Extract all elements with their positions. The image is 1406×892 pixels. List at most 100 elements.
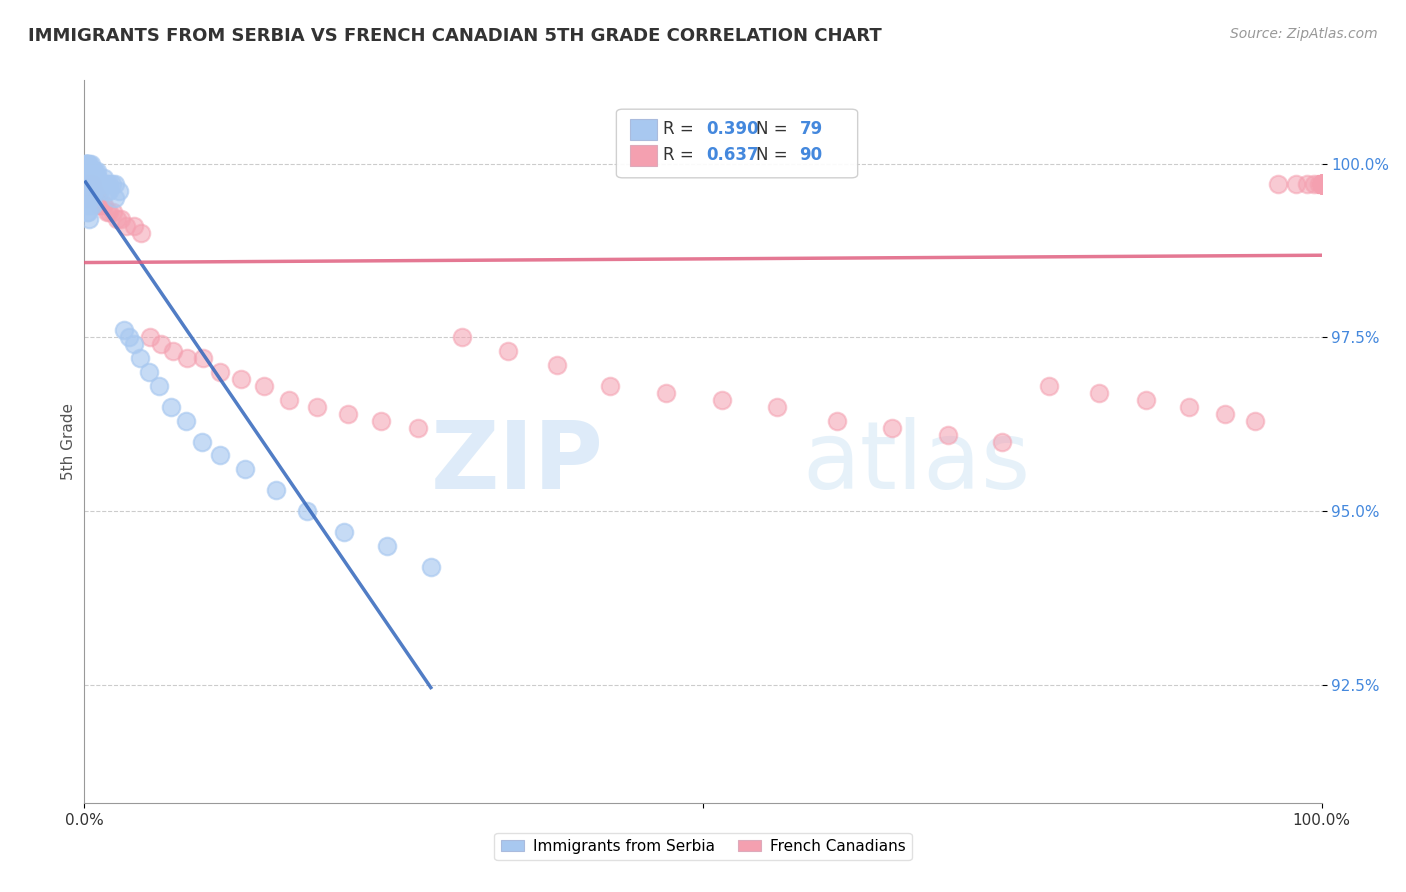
Point bbox=[233, 462, 256, 476]
Point bbox=[75, 185, 97, 199]
Point bbox=[1243, 414, 1265, 428]
Point bbox=[75, 170, 97, 185]
Point bbox=[82, 170, 104, 185]
Point bbox=[84, 163, 107, 178]
Point bbox=[1267, 178, 1289, 192]
Point bbox=[1308, 178, 1330, 192]
Point bbox=[76, 191, 98, 205]
Point bbox=[496, 344, 519, 359]
Text: R =: R = bbox=[664, 146, 699, 164]
Point bbox=[93, 170, 115, 185]
Point bbox=[1135, 392, 1157, 407]
Point bbox=[89, 198, 111, 212]
Point bbox=[129, 351, 152, 366]
Point bbox=[655, 385, 678, 400]
Point bbox=[77, 205, 100, 219]
Point bbox=[77, 163, 100, 178]
Text: atlas: atlas bbox=[801, 417, 1031, 509]
Point bbox=[79, 163, 101, 178]
Text: 0.637: 0.637 bbox=[707, 146, 759, 164]
Point bbox=[1310, 178, 1333, 192]
Point bbox=[77, 178, 100, 192]
Point bbox=[98, 205, 121, 219]
Point bbox=[90, 178, 112, 192]
Legend: Immigrants from Serbia, French Canadians: Immigrants from Serbia, French Canadians bbox=[495, 833, 911, 860]
Point bbox=[100, 178, 122, 192]
Point bbox=[76, 163, 98, 178]
Point bbox=[79, 178, 101, 192]
Point bbox=[86, 178, 108, 192]
Point bbox=[209, 449, 232, 463]
Point bbox=[1310, 178, 1333, 192]
Point bbox=[1310, 178, 1333, 192]
Point bbox=[75, 178, 97, 192]
Point bbox=[1310, 178, 1333, 192]
Point bbox=[1310, 178, 1333, 192]
Point bbox=[80, 191, 103, 205]
FancyBboxPatch shape bbox=[630, 145, 657, 166]
Point bbox=[79, 156, 101, 170]
Point bbox=[87, 191, 110, 205]
Point bbox=[77, 191, 100, 205]
Point bbox=[139, 330, 162, 344]
Point bbox=[1310, 178, 1333, 192]
Point bbox=[82, 178, 104, 192]
Point bbox=[79, 198, 101, 212]
Point bbox=[76, 185, 98, 199]
Point bbox=[1310, 178, 1333, 192]
Point bbox=[1310, 178, 1333, 192]
Point bbox=[84, 191, 107, 205]
Point bbox=[76, 205, 98, 219]
Point bbox=[77, 185, 100, 199]
Text: N =: N = bbox=[756, 146, 793, 164]
Point bbox=[122, 219, 145, 234]
Point bbox=[1088, 385, 1111, 400]
Point bbox=[76, 156, 98, 170]
Point bbox=[82, 198, 104, 212]
Point bbox=[79, 178, 101, 192]
Point bbox=[89, 178, 111, 192]
Point bbox=[1310, 178, 1333, 192]
Point bbox=[1285, 178, 1308, 192]
FancyBboxPatch shape bbox=[630, 120, 657, 139]
Text: 90: 90 bbox=[800, 146, 823, 164]
Point bbox=[231, 372, 253, 386]
Point bbox=[77, 156, 100, 170]
Text: 0.390: 0.390 bbox=[707, 120, 759, 138]
Point bbox=[89, 198, 111, 212]
Point bbox=[83, 185, 105, 199]
Point bbox=[82, 163, 104, 178]
Point bbox=[79, 178, 101, 192]
Point bbox=[108, 185, 131, 199]
Point bbox=[991, 434, 1014, 449]
Text: ZIP: ZIP bbox=[432, 417, 605, 509]
Point bbox=[79, 191, 101, 205]
Point bbox=[91, 198, 114, 212]
Point bbox=[599, 379, 621, 393]
Point bbox=[1310, 178, 1333, 192]
Point bbox=[86, 163, 108, 178]
Point bbox=[1303, 178, 1326, 192]
Point bbox=[162, 344, 184, 359]
Point bbox=[98, 185, 121, 199]
Point bbox=[75, 170, 97, 185]
Point bbox=[408, 420, 430, 434]
Point bbox=[79, 163, 101, 178]
Point bbox=[336, 407, 359, 421]
Point bbox=[82, 185, 104, 199]
Point bbox=[253, 379, 276, 393]
Point bbox=[93, 198, 115, 212]
Point bbox=[264, 483, 287, 498]
Point bbox=[76, 156, 98, 170]
Point bbox=[138, 365, 160, 379]
Point bbox=[295, 504, 318, 518]
Point bbox=[1310, 178, 1333, 192]
Point bbox=[75, 163, 97, 178]
Point bbox=[76, 170, 98, 185]
Point bbox=[96, 178, 118, 192]
Point bbox=[82, 191, 104, 205]
Point bbox=[76, 178, 98, 192]
Point bbox=[191, 351, 214, 366]
Point bbox=[96, 185, 118, 199]
Point bbox=[148, 379, 170, 393]
